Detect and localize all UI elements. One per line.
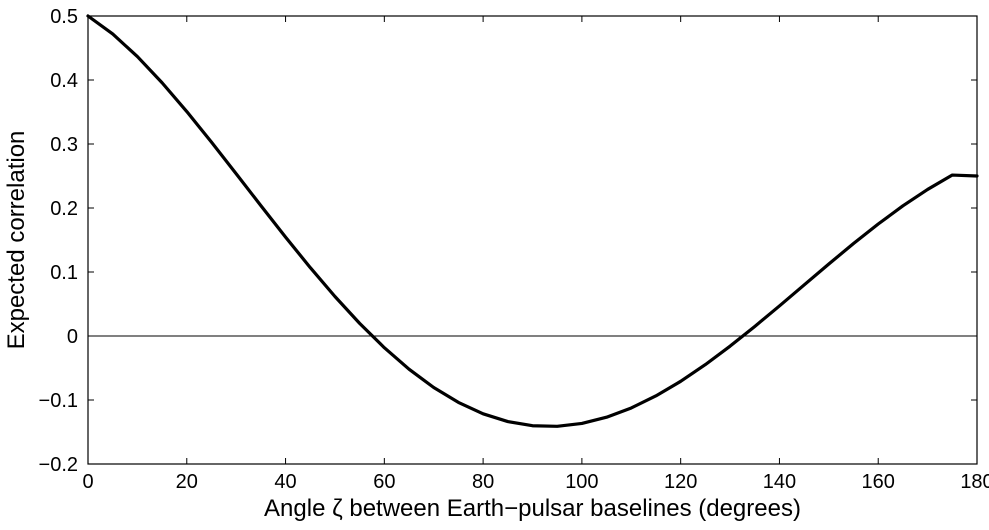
x-tick-label: 0	[82, 471, 93, 493]
y-axis-title: Expected correlation	[3, 131, 30, 350]
x-tick-label: 20	[176, 471, 198, 493]
y-tick-label: 0.4	[50, 70, 78, 92]
y-tick-label: −0.1	[39, 390, 78, 412]
y-tick-label: 0.2	[50, 198, 78, 220]
y-tick-label: 0.5	[50, 6, 78, 28]
x-tick-label: 140	[763, 471, 796, 493]
y-tick-label: 0.3	[50, 134, 78, 156]
line-chart: 0 20 40 60 80 100 120 140 160 180 −0.2 −0.1 0 0.1 0.2 0…	[0, 0, 989, 530]
x-tick-label: 180	[960, 471, 989, 493]
y-tick-label: 0	[67, 326, 78, 348]
x-tick-label: 60	[373, 471, 395, 493]
x-tick-label: 100	[565, 471, 598, 493]
y-tick-label: −0.2	[39, 454, 78, 476]
chart-container: 0 20 40 60 80 100 120 140 160 180 −0.2 −0.1 0 0.1 0.2 0…	[0, 0, 989, 530]
chart-bg	[0, 0, 989, 530]
x-tick-label: 80	[472, 471, 494, 493]
x-tick-label: 40	[274, 471, 296, 493]
x-tick-label: 120	[664, 471, 697, 493]
x-axis-title: Angle ζ between Earth−pulsar baselines (…	[264, 495, 801, 522]
y-tick-label: 0.1	[50, 262, 78, 284]
x-tick-label: 160	[862, 471, 895, 493]
